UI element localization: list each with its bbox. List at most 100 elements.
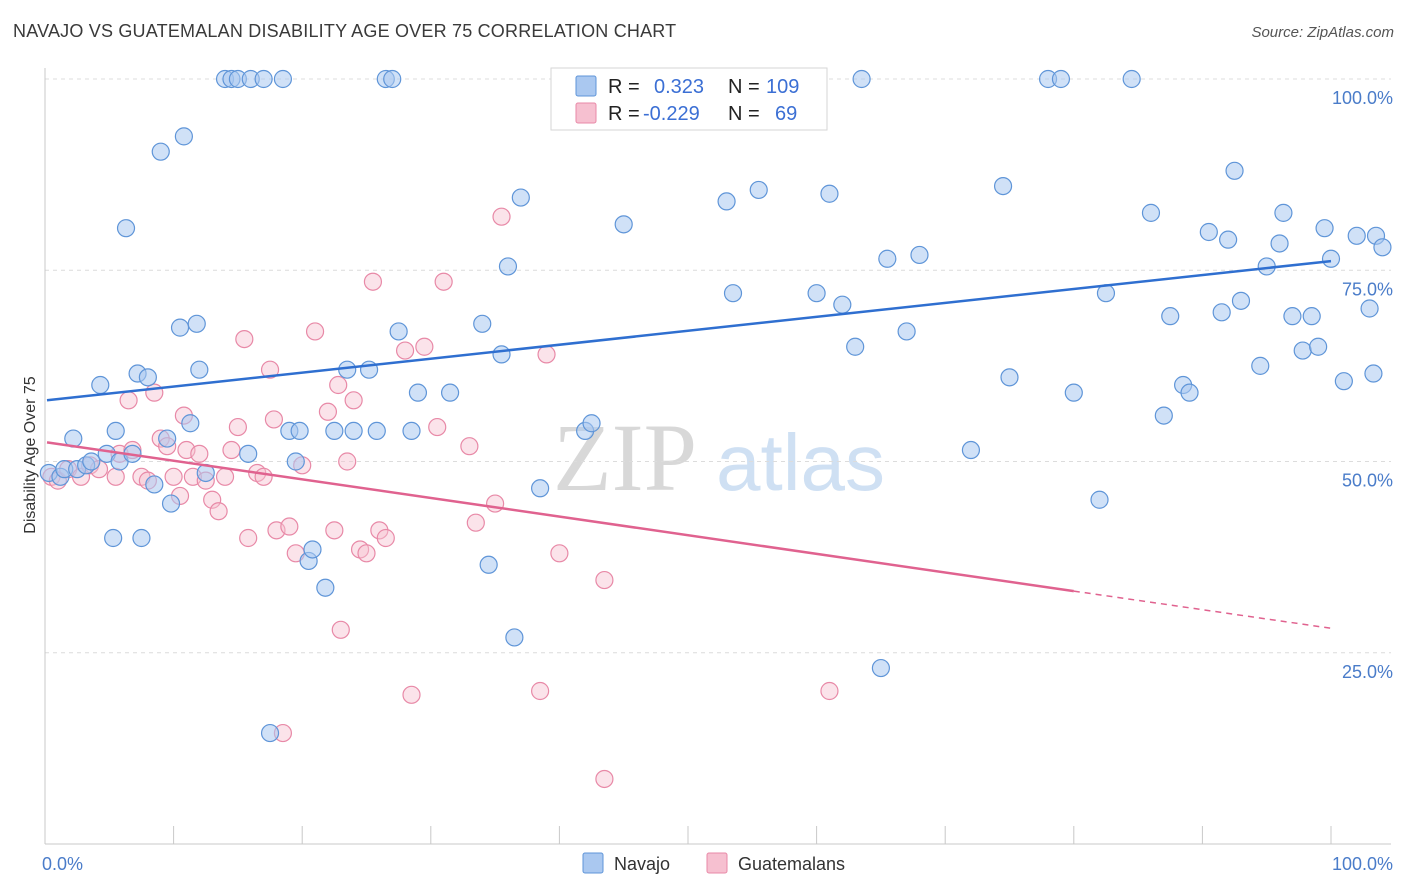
navajo-point-78 [993, 177, 1013, 196]
watermark: ZIP atlas [553, 404, 885, 511]
navajo-point-88 [1161, 307, 1180, 326]
navajo-point-21 [170, 318, 190, 337]
guatemalans-point-12 [145, 383, 164, 402]
chart-source: Source: ZipAtlas.com [1251, 24, 1394, 41]
guatemalans-point-40 [325, 521, 344, 540]
guatemalans-point-38 [305, 322, 325, 341]
guatemalans-point-20 [190, 444, 209, 463]
navajo-point-95 [1231, 291, 1251, 310]
navajo-point-76 [910, 245, 929, 265]
legend-swatch-navajo [575, 75, 597, 97]
navajo-point-74 [878, 249, 897, 268]
guatemalans-point-23 [209, 502, 228, 521]
navajo-point-101 [1293, 341, 1312, 360]
guatemalans-point-24 [215, 467, 235, 486]
guatemalans-point-59 [537, 345, 556, 364]
guatemalans-point-61 [550, 544, 569, 563]
navajo-point-10 [106, 421, 125, 440]
guatemalans-trend-line [46, 441, 1074, 593]
navajo-point-105 [1321, 249, 1341, 268]
navajo-point-82 [1064, 383, 1083, 402]
navajo-point-17 [145, 475, 164, 494]
navajo-point-83 [1090, 490, 1109, 509]
navajo-point-39 [303, 540, 322, 559]
guatemalans-trend-extension [1073, 590, 1332, 630]
legend-box [550, 67, 828, 131]
guatemalans-point-6 [106, 467, 125, 486]
legend-r-label-guatemalans: R = [608, 103, 640, 125]
guatemalans-point-22 [203, 490, 222, 509]
bottom-legend-swatch-navajo [582, 852, 604, 874]
navajo-point-79 [1000, 368, 1019, 387]
navajo-point-16 [138, 368, 157, 387]
chart-title: NAVAJO VS GUATEMALAN DISABILITY AGE OVER… [13, 21, 677, 41]
navajo-point-87 [1154, 406, 1173, 425]
navajo-point-100 [1283, 307, 1302, 326]
trend-lines [46, 259, 1332, 630]
navajo-point-49 [402, 421, 421, 440]
navajo-point-92 [1212, 303, 1231, 322]
guatemalans-point-43 [338, 452, 357, 471]
navajo-point-71 [846, 337, 865, 356]
guatemalans-point-26 [228, 417, 247, 437]
navajo-point-69 [820, 184, 839, 203]
navajo-point-73 [871, 658, 891, 678]
navajo-point-55 [498, 257, 518, 276]
navajo-point-93 [1219, 230, 1238, 249]
guatemalans-point-55 [460, 437, 479, 456]
guatemalans-point-54 [434, 272, 453, 291]
axes [44, 68, 1391, 845]
navajo-point-52 [473, 314, 492, 333]
guatemalans-point-47 [363, 272, 383, 291]
navajo-point-64 [723, 284, 743, 303]
y-axis-label: Disability Age Over 75 [22, 376, 39, 534]
guatemalans-point-8 [119, 391, 138, 410]
navajo-point-47 [383, 69, 402, 89]
navajo-point-109 [1364, 364, 1383, 383]
guatemalans-point-57 [486, 494, 505, 513]
guatemalans-point-15 [164, 467, 183, 486]
navajo-point-12 [116, 219, 136, 238]
guatemalans-point-31 [260, 360, 280, 379]
navajo-trend-line [46, 259, 1332, 402]
guatemalans-point-42 [331, 620, 350, 639]
guatemalans-point-39 [318, 402, 338, 421]
navajo-point-30 [239, 444, 258, 463]
guatemalans-point-44 [344, 391, 363, 410]
legend-n-label-guatemalans: N = [728, 103, 760, 125]
guatemalans-point-28 [239, 528, 258, 548]
navajo-point-7 [91, 375, 110, 395]
navajo-point-106 [1334, 372, 1353, 391]
bottom-legend-label-navajo: Navajo [614, 854, 670, 874]
navajo-point-32 [254, 69, 273, 89]
legend-n-value-guatemalans: 69 [775, 103, 797, 125]
guatemalans-point-60 [531, 681, 550, 701]
guatemalans-point-62 [595, 570, 614, 590]
guatemalans-point-52 [415, 337, 434, 356]
navajo-point-57 [511, 188, 530, 207]
legend-swatch-guatemalans [575, 102, 597, 124]
navajo-point-33 [260, 723, 280, 743]
navajo-point-42 [338, 360, 357, 379]
navajo-point-54 [492, 345, 511, 364]
navajo-point-108 [1360, 299, 1379, 318]
guatemalans-point-58 [492, 207, 511, 226]
grid-lines [45, 78, 1391, 654]
navajo-point-43 [344, 421, 363, 440]
navajo-point-91 [1199, 222, 1218, 242]
navajo-point-45 [367, 421, 386, 440]
navajo-point-19 [158, 429, 177, 448]
guatemalans-point-35 [280, 517, 299, 536]
navajo-point-68 [807, 284, 826, 303]
navajo-point-15 [132, 528, 151, 548]
navajo-point-51 [440, 383, 460, 402]
guatemalans-point-41 [329, 375, 348, 395]
guatemalans-point-56 [466, 513, 485, 532]
navajo-point-40 [316, 578, 335, 597]
navajo-point-111 [1373, 238, 1392, 257]
y-tick-label-25: 25.0% [1342, 662, 1393, 682]
navajo-point-81 [1051, 69, 1071, 89]
guatemalans-point-53 [428, 417, 447, 437]
guatemalans-point-51 [402, 685, 421, 704]
navajo-point-102 [1302, 307, 1321, 326]
